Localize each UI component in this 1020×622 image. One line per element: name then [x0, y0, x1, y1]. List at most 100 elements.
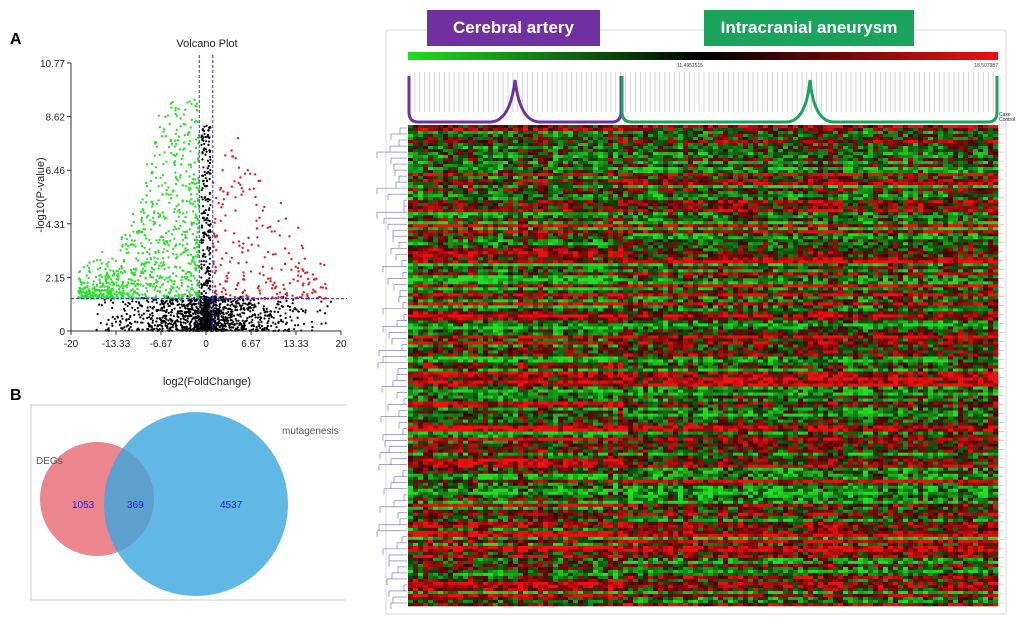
- volcano-point-down: [142, 268, 144, 270]
- volcano-point-down: [126, 292, 128, 294]
- volcano-point-up: [271, 267, 273, 269]
- volcano-point-ns: [153, 328, 155, 330]
- heatmap-cell: [768, 137, 773, 140]
- volcano-point-ns: [139, 304, 141, 306]
- heatmap-cell: [883, 143, 888, 146]
- heatmap-cell: [583, 149, 588, 152]
- volcano-point-down: [138, 294, 140, 296]
- volcano-point-ns: [156, 309, 158, 311]
- volcano-point-up: [324, 283, 326, 285]
- heatmap-cell: [903, 125, 908, 128]
- heatmap-cell: [433, 158, 438, 161]
- volcano-point-ns: [209, 270, 211, 272]
- volcano-point-down: [88, 267, 90, 269]
- heatmap-cell: [478, 131, 483, 134]
- heatmap-cell: [533, 146, 538, 149]
- heatmap-cell: [708, 164, 713, 167]
- volcano-point-down: [97, 268, 99, 270]
- heatmap-cell: [578, 149, 583, 152]
- volcano-point-ns: [244, 324, 246, 326]
- heatmap-cell: [923, 158, 928, 161]
- heatmap-cell: [718, 140, 723, 143]
- heatmap-cell: [503, 161, 508, 164]
- heatmap-cell: [408, 152, 413, 155]
- volcano-point-ns: [177, 316, 179, 318]
- volcano-point-ns: [200, 325, 202, 327]
- volcano-point-down: [112, 270, 114, 272]
- heatmap-cell: [428, 164, 433, 167]
- heatmap-cell: [648, 134, 653, 137]
- heatmap-cell: [568, 164, 573, 167]
- heatmap-cell: [423, 134, 428, 137]
- volcano-point-down: [134, 274, 136, 276]
- volcano-point-ns: [207, 167, 209, 169]
- volcano-point-ns: [226, 322, 228, 324]
- heatmap-cell: [743, 170, 748, 173]
- volcano-point-down: [188, 291, 190, 293]
- heatmap-cell: [668, 134, 673, 137]
- heatmap-cell: [698, 134, 703, 137]
- heatmap-cell: [563, 140, 568, 143]
- volcano-point-up: [297, 270, 299, 272]
- heatmap-cell: [408, 131, 413, 134]
- heatmap-cell: [848, 164, 853, 167]
- volcano-point-ns: [268, 317, 270, 319]
- heatmap-cell: [603, 143, 608, 146]
- heatmap-cell: [878, 164, 883, 167]
- volcano-point-ns: [175, 320, 177, 322]
- heatmap-cell: [973, 149, 978, 152]
- heatmap-cell: [983, 164, 988, 167]
- volcano-point-ns: [203, 290, 205, 292]
- volcano-point-up: [267, 226, 269, 228]
- volcano-point-ns: [184, 326, 186, 328]
- volcano-point-down: [141, 217, 143, 219]
- heatmap-cell: [458, 167, 463, 170]
- heatmap-cell: [908, 137, 913, 140]
- heatmap-cell: [668, 170, 673, 173]
- heatmap-cell: [603, 131, 608, 134]
- volcano-point-up: [242, 295, 244, 297]
- heatmap-cell: [963, 161, 968, 164]
- heatmap-cell: [588, 146, 593, 149]
- volcano-point-ns: [164, 321, 166, 323]
- heatmap-cell: [598, 128, 603, 131]
- heatmap-cell: [648, 149, 653, 152]
- volcano-point-down: [83, 266, 85, 268]
- heatmap-cell: [468, 158, 473, 161]
- heatmap-cell: [728, 155, 733, 158]
- heatmap-cell: [923, 134, 928, 137]
- heatmap-cell: [558, 128, 563, 131]
- heatmap-cell: [448, 125, 453, 128]
- heatmap-cell: [673, 128, 678, 131]
- heatmap-cell: [773, 146, 778, 149]
- heatmap-cell: [798, 149, 803, 152]
- volcano-point-up: [255, 220, 257, 222]
- heatmap-cell: [423, 152, 428, 155]
- heatmap-cell: [993, 161, 998, 164]
- volcano-point-ns: [151, 301, 153, 303]
- heatmap-cell: [643, 128, 648, 131]
- heatmap-cell: [878, 134, 883, 137]
- heatmap-cell: [768, 140, 773, 143]
- heatmap-cell: [613, 170, 618, 173]
- volcano-point-ns: [277, 301, 279, 303]
- heatmap-cell: [758, 140, 763, 143]
- heatmap-cell: [568, 143, 573, 146]
- heatmap-cell: [968, 164, 973, 167]
- heatmap-cell: [643, 134, 648, 137]
- volcano-point-up: [229, 294, 231, 296]
- heatmap-cell: [633, 128, 638, 131]
- heatmap-cell: [918, 137, 923, 140]
- heatmap-cell: [718, 161, 723, 164]
- heatmap-cell: [668, 140, 673, 143]
- heatmap-cell: [878, 152, 883, 155]
- heatmap-cell: [958, 131, 963, 134]
- volcano-point-ns: [126, 313, 128, 315]
- heatmap-cell: [783, 143, 788, 146]
- volcano-point-up: [308, 281, 310, 283]
- volcano-point-ns: [142, 318, 144, 320]
- volcano-point-down: [130, 271, 132, 273]
- heatmap-cell: [908, 167, 913, 170]
- heatmap-cell: [668, 155, 673, 158]
- heatmap-cell: [728, 161, 733, 164]
